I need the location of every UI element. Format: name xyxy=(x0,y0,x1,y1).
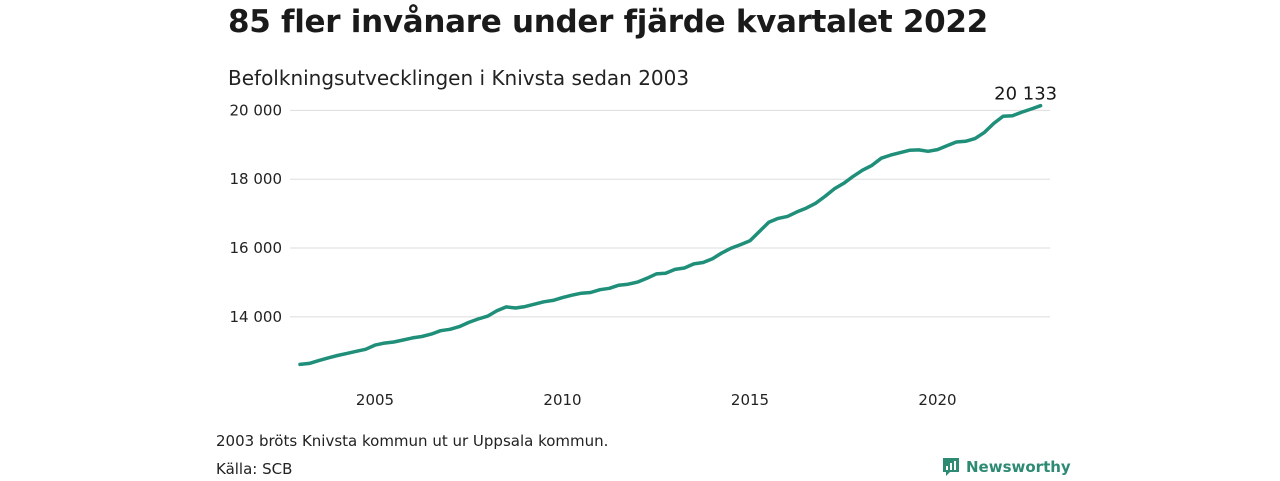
brand-name: Newsworthy xyxy=(966,458,1071,476)
y-axis-ticks: 14 000 16 000 18 000 20 000 xyxy=(230,101,283,326)
brand[interactable]: Newsworthy xyxy=(942,457,1071,477)
footnote: 2003 bröts Knivsta kommun ut ur Uppsala … xyxy=(216,432,609,450)
source-note: Källa: SCB xyxy=(216,460,293,478)
series-line xyxy=(298,103,1043,367)
end-value-label: 20 133 xyxy=(994,84,1057,105)
y-tick-label: 18 000 xyxy=(230,170,283,188)
y-tick-label: 14 000 xyxy=(230,308,283,326)
x-tick-label: 2010 xyxy=(543,391,581,409)
y-tick-label: 16 000 xyxy=(230,239,283,257)
x-tick-label: 2005 xyxy=(356,391,394,409)
x-tick-label: 2015 xyxy=(731,391,769,409)
series-group xyxy=(298,103,1043,367)
chart-title: 85 fler invånare under fjärde kvartalet … xyxy=(228,4,988,40)
y-tick-label: 20 000 xyxy=(230,101,283,119)
newsworthy-logo-icon xyxy=(942,457,960,477)
grid-lines xyxy=(290,109,1050,318)
line-chart: 14 000 16 000 18 000 20 000 2005 2010 2015 202… xyxy=(230,84,1058,409)
x-tick-label: 2020 xyxy=(918,391,956,409)
chart-subtitle: Befolkningsutvecklingen i Knivsta sedan … xyxy=(228,66,690,90)
x-axis-ticks: 2005 2010 2015 2020 xyxy=(356,391,957,409)
